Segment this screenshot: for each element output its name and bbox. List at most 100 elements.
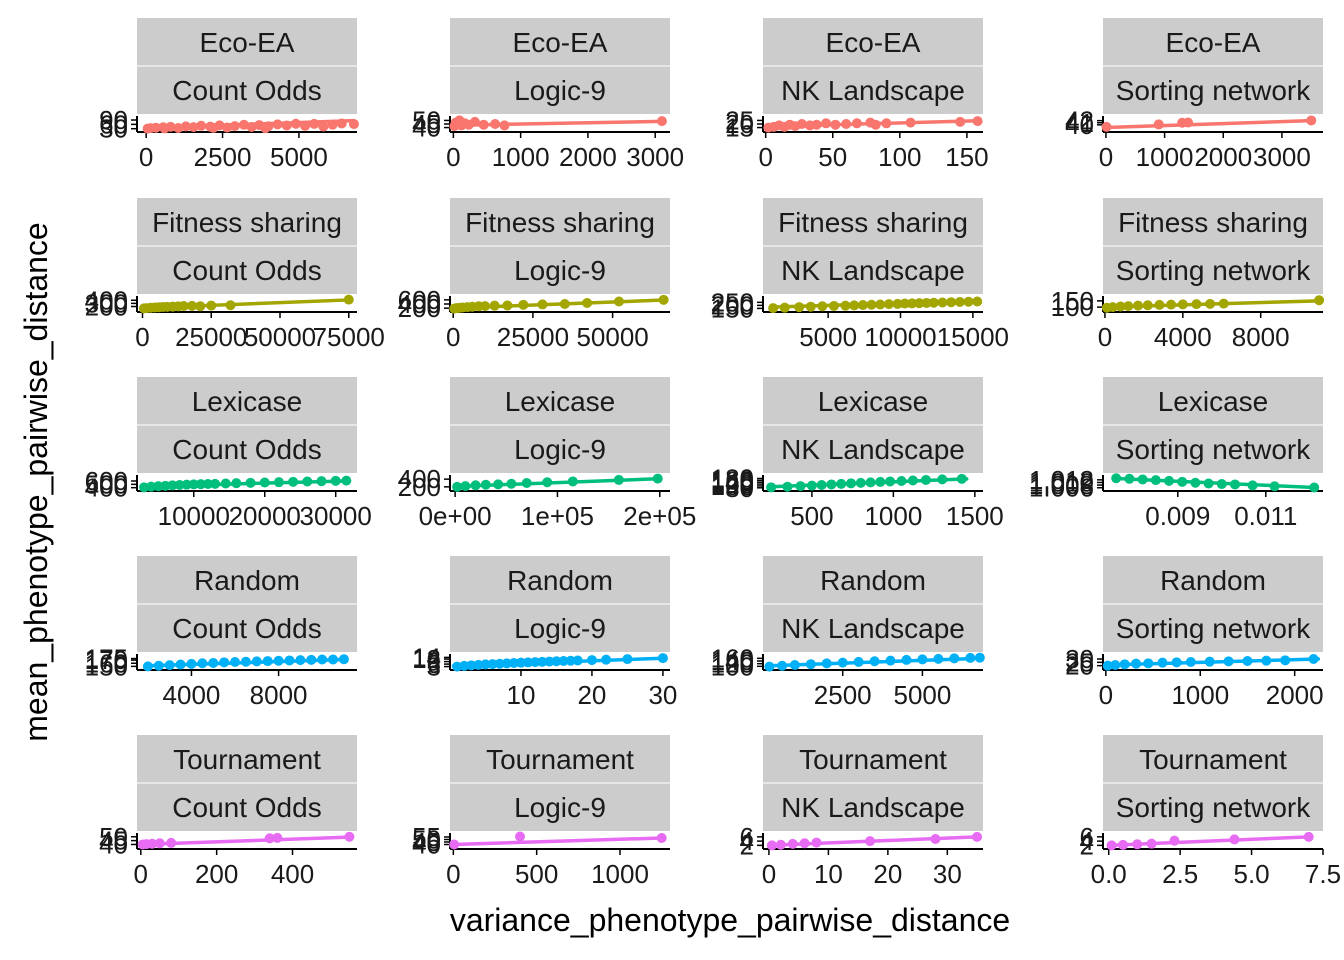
- x-tick-label: 0: [139, 142, 153, 172]
- x-tick-label: 4000: [163, 680, 221, 710]
- x-tick-label: 0.0: [1091, 859, 1127, 889]
- x-tick-label: 8000: [1232, 322, 1290, 352]
- x-tick-label: 7.5: [1305, 859, 1341, 889]
- strip-problem-bg: [763, 783, 983, 831]
- y-tick-label: 150: [1051, 286, 1094, 316]
- y-tick-label: 120: [711, 649, 754, 679]
- strip-label-problem: Sorting network: [1116, 613, 1312, 644]
- fit-line: [451, 119, 664, 128]
- x-tick-label: 500: [790, 501, 833, 531]
- strip-label-selection: Lexicase: [818, 386, 929, 417]
- strip-label-selection: Eco-EA: [1166, 27, 1261, 58]
- x-tick-label: 2000: [1194, 142, 1252, 172]
- y-tick-label: 200: [398, 293, 441, 323]
- x-tick-label: 500: [515, 859, 558, 889]
- y-tick-label: 160: [711, 643, 754, 673]
- strip-problem-bg: [137, 66, 357, 114]
- fit-line: [451, 298, 666, 310]
- fit-line: [146, 657, 346, 668]
- y-tick-label: 120: [711, 469, 754, 499]
- y-tick-label: 160: [711, 465, 754, 495]
- fit-line: [1106, 835, 1311, 848]
- y-tick-label: 400: [398, 289, 441, 319]
- strip-label-problem: NK Landscape: [781, 613, 965, 644]
- x-tick-label: 0: [446, 859, 460, 889]
- strip-label-problem: Sorting network: [1116, 75, 1312, 106]
- strip-label-problem: NK Landscape: [781, 792, 965, 823]
- y-tick-label: 60: [99, 109, 128, 139]
- x-tick-label: 150: [945, 142, 988, 172]
- x-tick-label: 8000: [250, 680, 308, 710]
- strip-selection-bg: [1103, 198, 1323, 246]
- strip-selection-bg: [137, 18, 357, 66]
- strip-label-problem: Logic-9: [514, 792, 606, 823]
- x-tick-label: 30000: [300, 501, 372, 531]
- x-tick-label: 4000: [1154, 322, 1212, 352]
- y-tick-label: 150: [85, 651, 128, 681]
- strip-label-problem: NK Landscape: [781, 75, 965, 106]
- strip-label-problem: Count Odds: [172, 434, 321, 465]
- strip-selection-bg: [137, 377, 357, 425]
- y-tick-label: 6: [427, 649, 441, 679]
- strip-label-problem: Count Odds: [172, 255, 321, 286]
- strip-problem-bg: [450, 783, 670, 831]
- fit-line: [767, 656, 982, 668]
- strip-label-selection: Lexicase: [1158, 386, 1269, 417]
- y-tick-label: 40: [412, 113, 441, 143]
- x-tick-label: 10000: [864, 322, 936, 352]
- y-tick-label: 175: [85, 644, 128, 674]
- strip-selection-bg: [1103, 556, 1323, 604]
- strip-label-problem: Sorting network: [1116, 434, 1312, 465]
- x-tick-label: 5.0: [1233, 859, 1269, 889]
- strip-selection-bg: [1103, 735, 1323, 783]
- x-tick-label: 0: [134, 859, 148, 889]
- strip-label-selection: Random: [507, 565, 613, 596]
- strip-label-selection: Fitness sharing: [1118, 207, 1308, 238]
- fit-line: [763, 118, 980, 129]
- fit-line: [1103, 299, 1321, 309]
- strip-problem-bg: [1103, 783, 1323, 831]
- fit-line: [1114, 476, 1316, 490]
- fit-line: [1104, 657, 1321, 667]
- x-tick-label: 100: [878, 142, 921, 172]
- x-tick-label: 0: [446, 322, 460, 352]
- y-tick-label: 55: [412, 822, 441, 852]
- x-tick-label: 5000: [270, 142, 328, 172]
- x-tick-label: 1000: [492, 142, 550, 172]
- x-tick-label: 2000: [559, 142, 617, 172]
- y-tick-label: 15: [725, 113, 754, 143]
- x-tick-label: 2500: [194, 142, 252, 172]
- x-tick-label: 10: [814, 859, 843, 889]
- x-tick-label: 400: [271, 859, 314, 889]
- strip-problem-bg: [137, 783, 357, 831]
- x-tick-label: 2500: [814, 680, 872, 710]
- fit-line: [768, 299, 979, 309]
- strip-problem-bg: [763, 425, 983, 473]
- strip-label-selection: Random: [194, 565, 300, 596]
- y-tick-label: 180: [711, 463, 754, 493]
- x-tick-label: 10000: [158, 501, 230, 531]
- fit-line: [767, 835, 979, 848]
- x-tick-label: 5000: [799, 322, 857, 352]
- y-tick-label: 40: [412, 830, 441, 860]
- y-tick-label: 200: [85, 292, 128, 322]
- strip-problem-bg: [137, 425, 357, 473]
- x-tick-label: 0: [1098, 322, 1112, 352]
- x-tick-label: 1000: [591, 859, 649, 889]
- x-tick-label: 1500: [946, 501, 1004, 531]
- fit-line: [769, 477, 969, 489]
- x-tick-label: 0e+00: [419, 501, 492, 531]
- strip-selection-bg: [137, 556, 357, 604]
- y-tick-label: 100: [711, 471, 754, 501]
- y-tick-label: 150: [711, 293, 754, 323]
